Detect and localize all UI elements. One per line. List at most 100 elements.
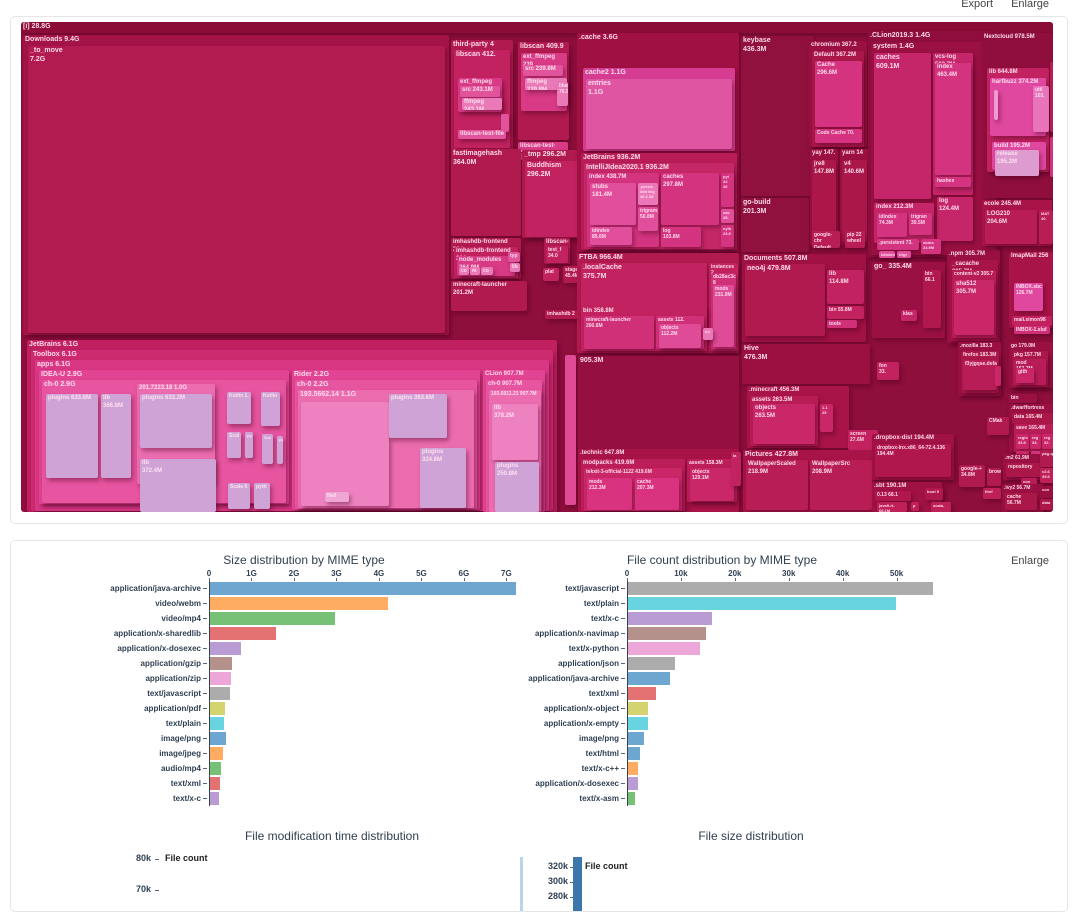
treemap-block[interactable]: regio 33.5 <box>1016 434 1029 449</box>
treemap-block[interactable]: idindex 85.6M <box>590 227 632 245</box>
treemap-block[interactable]: py <box>277 436 283 464</box>
treemap-block[interactable]: plat <box>543 268 559 281</box>
treemap-block[interactable]: log 124.4M <box>937 197 973 241</box>
treemap-block[interactable]: lib 366.8M <box>101 394 131 478</box>
treemap-block[interactable]: plugins 363.6M <box>389 394 447 438</box>
treemap-block[interactable]: log 103.8M <box>661 227 701 247</box>
treemap-block[interactable]: java9-rt- 68.1M <box>877 502 907 512</box>
treemap-block[interactable]: objects 112.2M <box>659 324 701 348</box>
enlarge-charts-button[interactable]: Enlarge <box>1011 555 1049 567</box>
treemap-block[interactable]: cyth 23.9 <box>721 225 734 247</box>
treemap-block[interactable]: pyt 34 46 <box>721 173 734 207</box>
treemap-block[interactable]: jre8 147.8M <box>812 160 836 242</box>
treemap-sliver[interactable] <box>565 355 576 505</box>
treemap-block[interactable]: entries 1.1G <box>586 79 732 149</box>
treemap-sliver[interactable] <box>1050 137 1053 177</box>
treemap-block[interactable]: py <box>245 432 253 458</box>
treemap-block[interactable]: stage 45.4M <box>563 266 580 283</box>
treemap-block[interactable]: bin <box>1009 394 1037 403</box>
treemap-block[interactable]: Scal <box>227 432 241 458</box>
treemap-block[interactable]: fon 33. <box>877 362 899 380</box>
treemap-block[interactable]: bin 55.8M <box>827 306 864 319</box>
treemap-block[interactable]: p <box>911 502 919 511</box>
treemap-block[interactable]: reg 32. <box>1042 434 1053 449</box>
treemap-block[interactable]: Code Cache 70. <box>815 129 862 143</box>
treemap-block[interactable]: keybase 436.3M <box>741 36 813 196</box>
treemap-block[interactable]: v4 140.6M <box>842 160 867 242</box>
treemap-block[interactable]: ffmpeg 243.1M <box>462 98 502 110</box>
treemap-block[interactable]: go-build 201.3M <box>741 198 809 252</box>
treemap-block[interactable]: trigran 39.5M <box>909 213 932 235</box>
treemap-block[interactable]: src 243.1M <box>460 86 500 97</box>
treemap-block[interactable]: objects 263.5M <box>753 404 815 444</box>
treemap-block[interactable]: brow <box>987 468 1001 486</box>
treemap-block[interactable]: firef <box>983 488 1001 499</box>
treemap-block[interactable]: LOG210 204.6M <box>985 210 1037 244</box>
enlarge-treemap-button[interactable]: Enlarge <box>1011 0 1049 10</box>
treemap-block[interactable]: libscan-test-file <box>458 130 506 139</box>
treemap-block[interactable]: bin 66.1 <box>923 270 941 328</box>
treemap-block[interactable]: lib <box>510 263 520 272</box>
treemap-block[interactable]: repository <box>1006 463 1042 477</box>
treemap-block[interactable]: .persistent 73. <box>877 239 919 250</box>
treemap-block[interactable]: gith <box>1016 368 1034 383</box>
treemap-block[interactable]: INBOX-1.sbd <box>1014 326 1050 334</box>
treemap-block[interactable]: index 463.4M <box>935 63 971 175</box>
treemap-block[interactable]: stubs 24.9M <box>921 239 941 254</box>
treemap-block[interactable]: m <box>470 267 480 275</box>
treemap-block[interactable]: WallpaperSrc 208.9M <box>810 460 872 510</box>
treemap-block[interactable]: pip 22 wheel <box>845 231 865 248</box>
treemap-block[interactable]: stubs 181.4M <box>590 183 636 225</box>
treemap-block[interactable]: data 165.4M <box>1012 413 1053 424</box>
treemap-block[interactable]: klas <box>901 310 917 321</box>
treemap-block[interactable]: ffmpeg 239.8M <box>525 78 567 90</box>
treemap-block[interactable]: boot 5 <box>925 488 943 500</box>
treemap-block[interactable]: minecraft-launcher 200.6M <box>584 316 654 349</box>
treemap-block[interactable]: co <box>481 267 493 275</box>
treemap-block[interactable]: CMak <box>987 417 1009 435</box>
treemap-block[interactable]: cache 207.3M <box>635 478 679 510</box>
treemap-block[interactable]: hashes <box>935 177 971 187</box>
treemap-block[interactable]: trigram.i 50.8M <box>638 207 658 231</box>
export-button[interactable]: Export <box>961 0 993 10</box>
treemap-block[interactable]: idindex 74.3M <box>877 213 907 237</box>
treemap-block[interactable]: google-+ 34.8M <box>959 465 985 487</box>
treemap-block[interactable]: objects 129.1M <box>690 468 734 501</box>
treemap-block[interactable]: src 239.8M <box>523 65 563 76</box>
treemap-block[interactable]: idindex <box>879 251 895 258</box>
treemap-block[interactable]: imhashdb 2 <box>545 310 585 319</box>
treemap-block[interactable]: lib 378.2M <box>492 404 538 460</box>
treemap-block[interactable]: test_f 34.0 <box>546 246 568 263</box>
treemap-block[interactable]: _to_move 7.2G <box>28 46 445 333</box>
treemap-block[interactable]: WallpaperScaled 218.9M <box>746 460 808 510</box>
treemap-block[interactable]: v2.6 39.6 <box>1040 468 1053 483</box>
treemap-block[interactable]: Sca <box>262 434 273 464</box>
treemap-block[interactable]: 0.13 68.1 <box>875 491 911 501</box>
treemap-block[interactable]: co <box>459 267 469 275</box>
treemap-block[interactable]: pkg-q <box>1040 450 1053 467</box>
treemap-block[interactable]: trigr <box>897 251 911 258</box>
treemap-block[interactable]: data <box>1040 499 1053 510</box>
treemap-block[interactable]: Scala 6 <box>228 483 250 509</box>
treemap-block[interactable]: con <box>1040 486 1053 498</box>
treemap-sliver[interactable] <box>301 402 389 506</box>
treemap-sliver[interactable] <box>1050 62 1053 132</box>
treemap-block[interactable]: caches 297.8M <box>661 173 719 225</box>
treemap-block[interactable]: con <box>1021 478 1037 485</box>
treemap-block[interactable]: typ <box>508 252 520 262</box>
treemap-block[interactable]: tools <box>827 320 857 328</box>
treemap-block[interactable]: Kotlin 1. <box>227 392 251 424</box>
treemap-block[interactable]: reg 33. <box>1030 434 1041 449</box>
treemap-block[interactable]: on <box>703 328 713 340</box>
treemap-block[interactable]: la <box>731 452 741 486</box>
treemap-block[interactable]: Kotlin <box>261 392 280 426</box>
treemap-block[interactable]: lib 114.8M <box>827 270 864 304</box>
treemap-block[interactable]: MAT 40. <box>1039 210 1053 244</box>
treemap-block[interactable]: fastimagehash 364.0M <box>451 149 521 236</box>
treemap-block[interactable]: Netl <box>325 492 349 502</box>
treemap-block[interactable]: .persis idin trig 40.2 28 <box>638 183 658 205</box>
treemap-block[interactable]: Cache 296.6M <box>815 61 862 127</box>
treemap-block[interactable]: plugins 324.8M <box>420 448 466 508</box>
treemap-block[interactable]: mods 212.3M <box>587 478 632 510</box>
treemap-block[interactable]: libav 76.5 <box>557 82 568 106</box>
